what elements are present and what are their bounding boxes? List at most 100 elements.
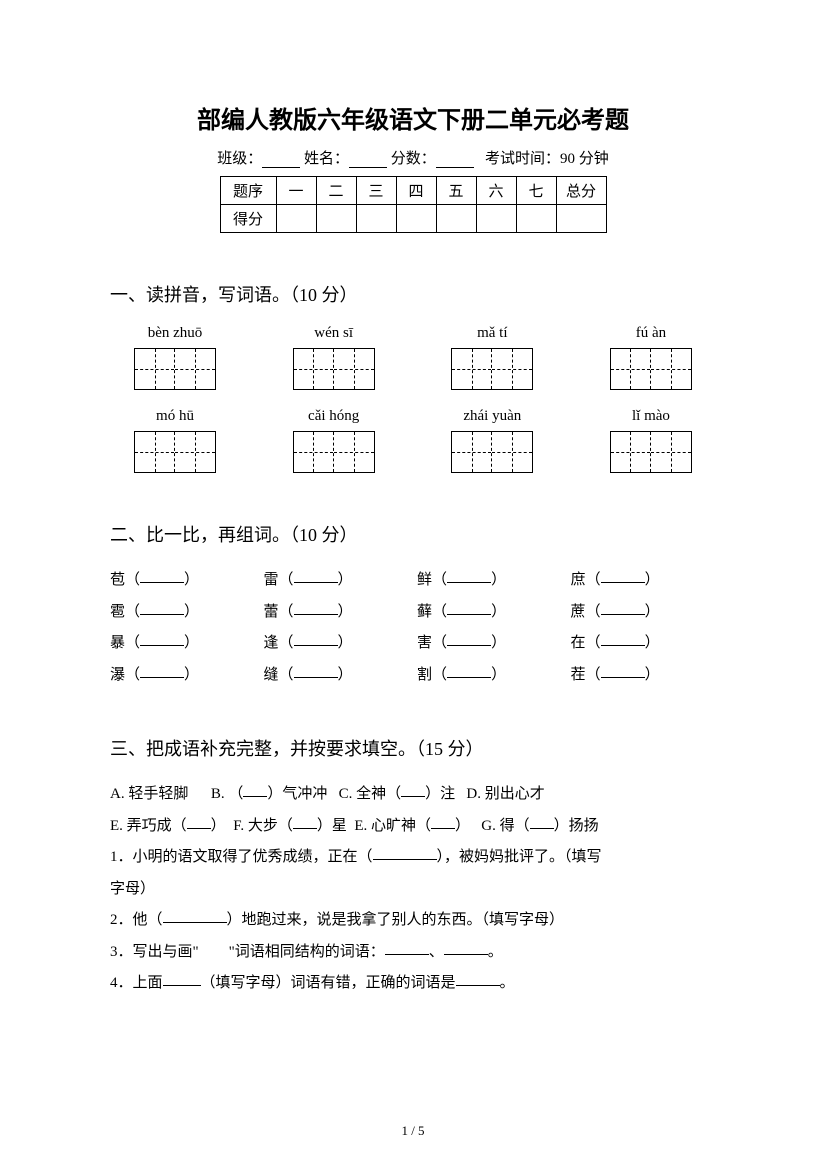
pinyin-label: zhái yuàn xyxy=(427,408,557,425)
compare-cell: 雷（） xyxy=(264,565,409,597)
char-box[interactable] xyxy=(134,431,216,473)
compare-cell: 蕾（） xyxy=(264,597,409,629)
opt-b-pre: B. （ xyxy=(211,786,244,802)
idiom-blank[interactable] xyxy=(243,783,267,797)
compare-cell: 蔗（） xyxy=(571,597,716,629)
opt-e-post: ） xyxy=(211,818,226,834)
score-cell[interactable] xyxy=(396,205,436,233)
word-blank[interactable] xyxy=(601,569,645,583)
time-label: 考试时间：90 分钟 xyxy=(485,151,609,167)
opt-e2-pre: E. 心旷神（ xyxy=(354,818,431,834)
char-box[interactable] xyxy=(293,348,375,390)
section3-heading: 三、把成语补充完整，并按要求填空。（15 分） xyxy=(110,735,716,761)
idiom-options-1: A. 轻手轻脚 B. （）气冲冲 C. 全神（）注 D. 别出心才 xyxy=(110,779,716,811)
score-row-label: 得分 xyxy=(220,205,276,233)
score-cell[interactable] xyxy=(316,205,356,233)
name-label: 姓名： xyxy=(304,151,349,167)
compare-table: 苞（） 雷（） 鲜（） 庶（） 雹（） 蕾（） 藓（） 蔗（） 暴（） 逢（） … xyxy=(110,565,716,691)
score-cell[interactable] xyxy=(516,205,556,233)
pinyin-label: wén sī xyxy=(269,325,399,342)
word-blank[interactable] xyxy=(140,664,184,678)
score-header-row: 题序 一 二 三 四 五 六 七 总分 xyxy=(220,177,606,205)
answer-blank[interactable] xyxy=(163,909,227,923)
idiom-blank[interactable] xyxy=(187,815,211,829)
word-blank[interactable] xyxy=(140,632,184,646)
opt-g-pre: G. 得（ xyxy=(481,818,529,834)
word-blank[interactable] xyxy=(447,601,491,615)
idiom-blank[interactable] xyxy=(530,815,554,829)
name-blank[interactable] xyxy=(349,152,387,168)
char-box[interactable] xyxy=(293,431,375,473)
idiom-blank[interactable] xyxy=(293,815,317,829)
score-value-row: 得分 xyxy=(220,205,606,233)
answer-blank[interactable] xyxy=(456,972,500,986)
pinyin-label: mǎ tí xyxy=(427,325,557,342)
pinyin-item: zhái yuàn xyxy=(427,408,557,473)
opt-e2-post: ） xyxy=(455,818,470,834)
char-box[interactable] xyxy=(451,348,533,390)
pinyin-item: fú àn xyxy=(586,325,716,390)
pinyin-row-1: bèn zhuō wén sī mǎ tí fú àn xyxy=(110,325,716,390)
score-cell[interactable] xyxy=(436,205,476,233)
score-blank[interactable] xyxy=(436,152,474,168)
idiom-blank[interactable] xyxy=(401,783,425,797)
opt-b-post: ）气冲冲 xyxy=(267,786,327,802)
q3: 3．写出与画" "词语相同结构的词语：、。 xyxy=(110,937,716,969)
compare-row: 瀑（） 缝（） 割（） 茬（） xyxy=(110,660,716,692)
compare-row: 暴（） 逢（） 害（） 在（） xyxy=(110,628,716,660)
score-cell[interactable] xyxy=(276,205,316,233)
word-blank[interactable] xyxy=(601,664,645,678)
score-cell[interactable] xyxy=(556,205,606,233)
compare-cell: 割（） xyxy=(417,660,562,692)
char-box[interactable] xyxy=(610,348,692,390)
word-blank[interactable] xyxy=(294,601,338,615)
char-box[interactable] xyxy=(134,348,216,390)
word-blank[interactable] xyxy=(601,601,645,615)
section2-heading: 二、比一比，再组词。（10 分） xyxy=(110,521,716,547)
answer-blank[interactable] xyxy=(373,846,437,860)
opt-d: D. 别出心才 xyxy=(466,786,544,802)
word-blank[interactable] xyxy=(140,569,184,583)
char-box[interactable] xyxy=(451,431,533,473)
score-cell[interactable] xyxy=(356,205,396,233)
word-blank[interactable] xyxy=(447,664,491,678)
section1-heading: 一、读拼音，写词语。（10 分） xyxy=(110,281,716,307)
word-blank[interactable] xyxy=(447,632,491,646)
word-blank[interactable] xyxy=(447,569,491,583)
pinyin-item: wén sī xyxy=(269,325,399,390)
compare-row: 苞（） 雷（） 鲜（） 庶（） xyxy=(110,565,716,597)
answer-blank[interactable] xyxy=(444,941,488,955)
word-blank[interactable] xyxy=(294,664,338,678)
total-label: 总分 xyxy=(556,177,606,205)
compare-cell: 瀑（） xyxy=(110,660,255,692)
word-blank[interactable] xyxy=(294,632,338,646)
col-2: 二 xyxy=(316,177,356,205)
compare-cell: 在（） xyxy=(571,628,716,660)
opt-f-post: ）星 xyxy=(317,818,347,834)
class-label: 班级： xyxy=(217,151,262,167)
opt-f-pre: F. 大步（ xyxy=(233,818,293,834)
score-cell[interactable] xyxy=(476,205,516,233)
pinyin-item: bèn zhuō xyxy=(110,325,240,390)
row-label: 题序 xyxy=(220,177,276,205)
compare-cell: 茬（） xyxy=(571,660,716,692)
char-box[interactable] xyxy=(610,431,692,473)
word-blank[interactable] xyxy=(601,632,645,646)
compare-cell: 逢（） xyxy=(264,628,409,660)
compare-row: 雹（） 蕾（） 藓（） 蔗（） xyxy=(110,597,716,629)
idiom-options-2: E. 弄巧成（ ） F. 大步（ ）星 E. 心旷神（ ） G. 得（ ）扬扬 xyxy=(110,811,716,843)
class-blank[interactable] xyxy=(262,152,300,168)
answer-blank[interactable] xyxy=(385,941,429,955)
answer-blank[interactable] xyxy=(163,972,201,986)
score-table: 题序 一 二 三 四 五 六 七 总分 得分 xyxy=(220,176,607,233)
opt-c-pre: C. 全神（ xyxy=(339,786,402,802)
word-blank[interactable] xyxy=(294,569,338,583)
opt-e-pre: E. 弄巧成（ xyxy=(110,818,187,834)
opt-g-post: ）扬扬 xyxy=(554,818,599,834)
compare-cell: 害（） xyxy=(417,628,562,660)
idiom-blank[interactable] xyxy=(431,815,455,829)
word-blank[interactable] xyxy=(140,601,184,615)
compare-cell: 藓（） xyxy=(417,597,562,629)
pinyin-label: fú àn xyxy=(586,325,716,342)
col-3: 三 xyxy=(356,177,396,205)
